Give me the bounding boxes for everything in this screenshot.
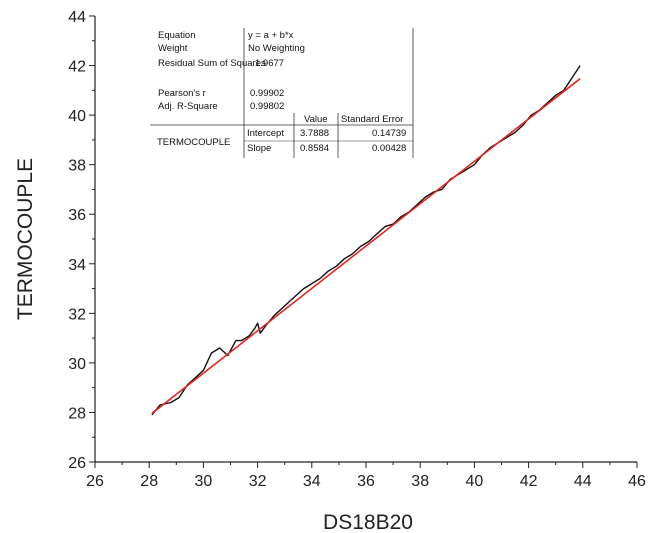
x-tick-label: 34 xyxy=(303,473,321,490)
x-axis-title: DS18B20 xyxy=(323,511,413,533)
table-label-rss-text: Residual Sum of Squares xyxy=(158,58,266,69)
y-tick-label: 26 xyxy=(68,455,86,472)
table-label-equation: Equation xyxy=(158,30,196,41)
x-tick-label: 26 xyxy=(86,473,104,490)
table-param-slope: Slope xyxy=(247,143,271,154)
table-intercept-value: 3.7888 xyxy=(300,128,329,139)
y-tick-label: 34 xyxy=(68,257,86,274)
y-tick-label: 40 xyxy=(68,108,86,125)
table-value-rss: 1.9677 xyxy=(255,58,284,69)
table-header-value: Value xyxy=(304,114,328,125)
table-value-pearson: 0.99902 xyxy=(250,88,284,99)
x-tick-label: 28 xyxy=(140,473,158,490)
table-slope-value: 0.8584 xyxy=(300,143,329,154)
table-param-intercept: Intercept xyxy=(247,128,284,139)
y-tick-label: 32 xyxy=(68,306,86,323)
x-tick-label: 40 xyxy=(466,473,484,490)
table-label-rss: Residual Sum of Squares xyxy=(158,58,266,69)
x-tick-label: 30 xyxy=(195,473,213,490)
y-tick-label: 36 xyxy=(68,207,86,224)
table-value-equation: y = a + b*x xyxy=(248,30,294,41)
y-tick-label: 28 xyxy=(68,405,86,422)
x-tick-label: 46 xyxy=(628,473,646,490)
x-tick-label: 38 xyxy=(411,473,429,490)
y-tick-label: 30 xyxy=(68,356,86,373)
table-value-weight: No Weighting xyxy=(248,43,305,54)
fit-line xyxy=(151,78,581,415)
table-header-error: Standard Error xyxy=(341,114,403,125)
table-group-label: TERMOCOUPLE xyxy=(157,137,230,148)
y-tick-label: 38 xyxy=(68,158,86,175)
table-value-adjr2: 0.99802 xyxy=(250,101,284,112)
x-tick-label: 36 xyxy=(357,473,375,490)
y-tick-label: 44 xyxy=(68,9,86,26)
fit-results-table: Equation y = a + b*x Weight No Weighting… xyxy=(150,28,414,158)
table-label-pearson: Pearson's r xyxy=(158,88,206,99)
y-tick-label: 42 xyxy=(68,59,86,76)
table-label-weight: Weight xyxy=(158,43,188,54)
x-tick-label: 42 xyxy=(520,473,538,490)
x-tick-label: 44 xyxy=(574,473,592,490)
table-slope-error: 0.00428 xyxy=(372,143,406,154)
y-axis-title: TERMOCOUPLE xyxy=(14,158,37,320)
table-label-adjr2: Adj. R-Square xyxy=(158,101,218,112)
table-intercept-error: 0.14739 xyxy=(372,128,406,139)
x-tick-label: 32 xyxy=(249,473,267,490)
